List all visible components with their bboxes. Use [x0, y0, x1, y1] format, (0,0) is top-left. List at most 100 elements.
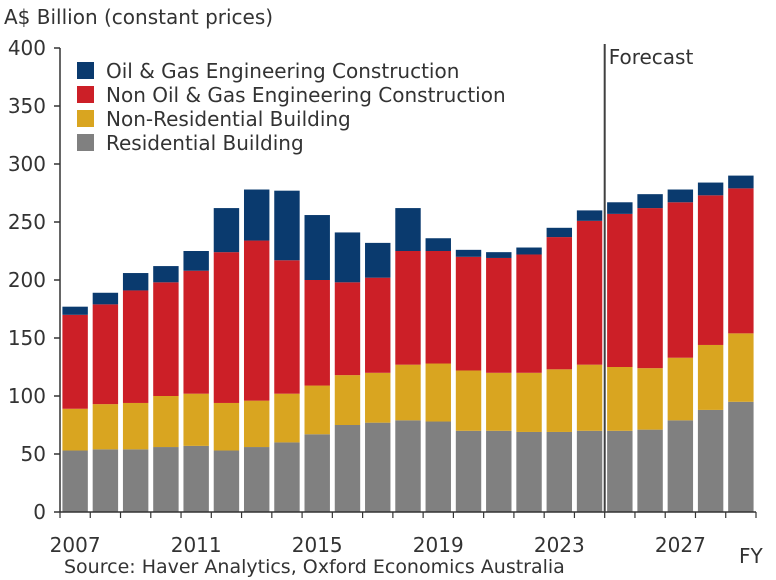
bar-segment	[274, 190, 300, 261]
bar-segment	[486, 372, 512, 431]
bar-segment	[607, 430, 633, 512]
bar-segment	[516, 372, 542, 432]
bar-segment	[304, 434, 330, 512]
bar-segment	[153, 396, 179, 448]
bar-segment	[395, 208, 421, 251]
y-tick-labels: 0 50 100 150 200 250 300 350 400	[8, 36, 60, 524]
bar-segment	[62, 314, 88, 409]
x-axis-title: FY	[739, 544, 764, 568]
bar-segment	[304, 280, 330, 386]
bar-segment	[183, 251, 209, 271]
bar-segment	[274, 260, 300, 394]
x-tick-label: 2015	[292, 533, 343, 557]
bar-segment	[576, 364, 603, 431]
bars-group	[62, 175, 754, 512]
bar-segment	[425, 238, 451, 251]
bar-segment	[637, 368, 663, 430]
bar-segment	[607, 367, 633, 431]
bar-segment	[334, 375, 361, 425]
x-tick-label: 2027	[655, 533, 706, 557]
bar-segment	[667, 420, 694, 512]
bar-segment	[637, 208, 663, 369]
y-tick-label: 350	[8, 94, 46, 118]
bar-segment	[728, 188, 754, 334]
bar-segment	[62, 450, 88, 512]
y-tick-label: 150	[8, 326, 46, 350]
bar-segment	[183, 393, 209, 446]
bar-segment	[365, 422, 391, 512]
x-tick-labels: 2007 2011 2015 2019 2023 2027	[50, 533, 706, 557]
legend-swatch	[77, 134, 94, 151]
bar-segment	[486, 252, 512, 258]
bar-segment	[304, 385, 330, 435]
bar-segment	[576, 220, 603, 365]
bar-segment	[243, 400, 270, 448]
bar-segment	[576, 430, 603, 512]
bar-segment	[122, 402, 149, 450]
bar-segment	[455, 256, 482, 371]
bar-segment	[334, 282, 361, 376]
y-tick-label: 50	[21, 442, 46, 466]
bar-segment	[92, 292, 119, 305]
bar-segment	[62, 306, 88, 315]
x-tick-label: 2007	[50, 533, 101, 557]
bar-segment	[243, 447, 270, 512]
bar-segment	[455, 249, 482, 257]
bar-segment	[728, 175, 754, 189]
bar-segment	[546, 369, 573, 432]
bar-segment	[697, 409, 724, 512]
bar-segment	[122, 449, 149, 512]
bar-segment	[697, 344, 724, 410]
bar-segment	[455, 430, 482, 512]
x-tick-label: 2019	[413, 533, 464, 557]
legend-swatch	[77, 62, 94, 79]
bar-segment	[546, 237, 573, 370]
bar-segment	[697, 182, 724, 196]
y-tick-label: 100	[8, 384, 46, 408]
y-tick-label: 400	[8, 36, 46, 60]
bar-segment	[62, 408, 88, 451]
bar-segment	[516, 254, 542, 373]
forecast-label: Forecast	[609, 45, 694, 69]
bar-segment	[395, 364, 421, 421]
bar-segment	[395, 420, 421, 512]
source-note: Source: Haver Analytics, Oxford Economic…	[64, 556, 565, 578]
bar-segment	[122, 273, 149, 291]
bar-segment	[486, 430, 512, 512]
bar-segment	[516, 431, 542, 512]
bar-segment	[213, 402, 240, 451]
bar-segment	[607, 202, 633, 214]
legend-label: Non Oil & Gas Engineering Construction	[106, 83, 506, 107]
y-axis-title: A$ Billion (constant prices)	[4, 5, 273, 29]
bar-segment	[667, 202, 694, 358]
bar-segment	[274, 393, 300, 443]
bar-segment	[243, 240, 270, 401]
bar-segment	[667, 357, 694, 421]
bar-segment	[92, 404, 119, 450]
bar-segment	[274, 442, 300, 512]
bar-segment	[486, 257, 512, 373]
bar-segment	[667, 189, 694, 203]
legend-label: Non-Residential Building	[106, 107, 351, 131]
bar-segment	[183, 445, 209, 512]
forecast-marker: Forecast	[603, 44, 694, 512]
legend-swatch	[77, 86, 94, 103]
bar-segment	[334, 232, 361, 283]
bar-segment	[455, 370, 482, 431]
bar-segment	[546, 431, 573, 512]
bar-segment	[425, 363, 451, 422]
bar-segment	[365, 277, 391, 373]
bar-segment	[153, 447, 179, 512]
x-tick-label: 2011	[171, 533, 222, 557]
legend-swatch	[77, 110, 94, 127]
bar-segment	[92, 449, 119, 512]
bar-segment	[213, 450, 240, 512]
bar-segment	[365, 242, 391, 278]
bar-segment	[516, 247, 542, 255]
x-tick-label: 2023	[534, 533, 585, 557]
bar-segment	[395, 251, 421, 365]
bar-segment	[122, 290, 149, 403]
bar-segment	[183, 270, 209, 394]
